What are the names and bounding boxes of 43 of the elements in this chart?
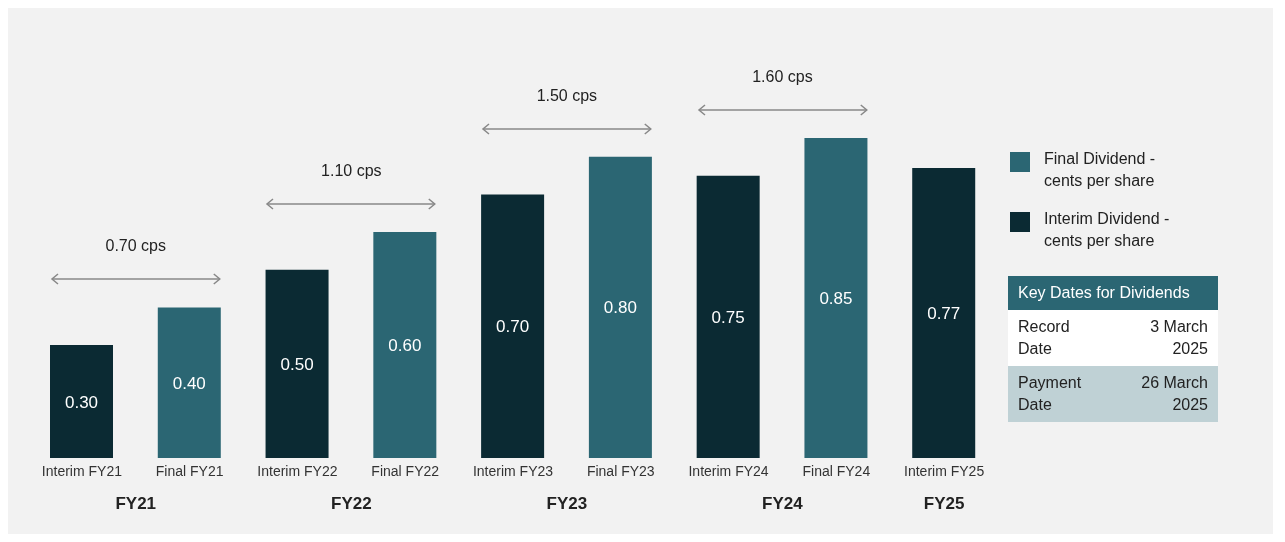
x-tick-label: Final FY24 [802, 462, 871, 479]
bar [373, 232, 437, 458]
bar [157, 307, 221, 458]
data-label: 0.50 [280, 354, 314, 374]
legend-label: Interim Dividend - cents per share [1044, 209, 1170, 251]
bar [265, 269, 329, 458]
x-tick-label: Final FY22 [371, 462, 440, 479]
annotation: 1.10 cps [320, 162, 383, 181]
x-tick-label: Final FY21 [155, 462, 224, 479]
legend-label: Final Dividend - cents per share [1044, 149, 1156, 191]
text: Payment Date [1018, 373, 1082, 415]
bar [912, 168, 976, 458]
annotation: 0.70 cps [104, 237, 167, 256]
x-tick-label: Interim FY21 [41, 462, 123, 479]
text: Key Dates for Dividends [1008, 276, 1218, 310]
text: FY25 [922, 494, 966, 514]
x-tick-label: Final FY23 [586, 462, 655, 479]
text: FY22 [330, 494, 373, 514]
data-label: 0.70 [496, 317, 530, 337]
bar [481, 194, 545, 458]
text: Record Date [1018, 317, 1070, 359]
bar [588, 156, 652, 458]
data-label: 0.77 [927, 304, 961, 324]
data-label: 0.75 [711, 307, 745, 327]
data-label: 0.80 [603, 298, 637, 318]
x-tick-label: Interim FY24 [688, 462, 769, 479]
text: FY24 [761, 494, 804, 514]
text: FY21 [114, 494, 158, 514]
text: 1.60 cps [751, 68, 814, 86]
x-tick-label: Interim FY23 [472, 462, 554, 479]
bar [50, 345, 113, 458]
data-label: 0.60 [388, 336, 422, 356]
data-label: 0.40 [172, 373, 206, 393]
data-label: 0.85 [819, 289, 853, 309]
text: 3 March 2025 [1150, 317, 1208, 359]
bar [696, 175, 760, 458]
text: 1.50 cps [535, 86, 599, 105]
x-tick-label: Interim FY22 [257, 462, 338, 479]
bar [804, 138, 868, 458]
text: FY23 [545, 494, 589, 514]
data-label: 0.30 [64, 392, 99, 412]
x-tick-label: Interim FY25 [904, 462, 985, 479]
text: 26 March 2025 [1141, 373, 1208, 415]
